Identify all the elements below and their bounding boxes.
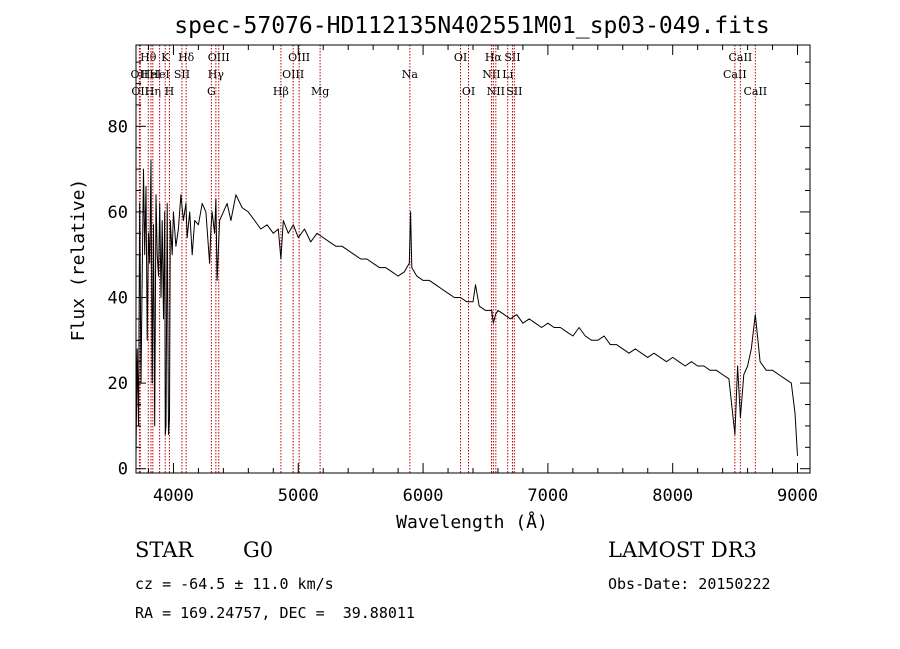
line-marker-label-4: Hη bbox=[145, 85, 161, 98]
line-marker-label-16: Mg bbox=[311, 85, 329, 98]
line-marker-label-2: Hθ bbox=[140, 51, 157, 64]
line-marker-label-25: SII bbox=[506, 85, 522, 98]
x-axis: 4000 5000 6000 7000 8000 9000 bbox=[147, 45, 818, 506]
line-marker-label-12: OIII bbox=[208, 51, 230, 64]
object-subclass: G0 bbox=[243, 538, 274, 562]
x-tick-label-4000: 4000 bbox=[153, 486, 194, 506]
line-marker-label-3: HeI bbox=[141, 68, 161, 81]
survey-name: LAMOST DR3 bbox=[608, 538, 757, 562]
line-marker-label-20: NII bbox=[482, 68, 500, 81]
line-marker-label-10: G bbox=[207, 85, 216, 98]
obs-date: Obs-Date: 20150222 bbox=[608, 575, 771, 593]
line-marker-label-15: OIII bbox=[288, 51, 310, 64]
y-tick-label-80: 80 bbox=[108, 117, 128, 137]
line-marker-label-27: CaII bbox=[729, 51, 753, 64]
y-tick-label-20: 20 bbox=[108, 374, 128, 394]
line-marker-label-11: Hγ bbox=[208, 68, 225, 81]
y-tick-label-0: 0 bbox=[118, 460, 128, 480]
redshift-readout: cz = -64.5 ± 11.0 km/s bbox=[135, 575, 334, 593]
line-marker-label-17: Na bbox=[402, 68, 419, 81]
line-marker-label-9: Hδ bbox=[178, 51, 195, 64]
line-marker-label-7: H bbox=[165, 85, 175, 98]
line-marker-label-26: CaII bbox=[723, 68, 747, 81]
line-marker-label-24: SII bbox=[504, 51, 520, 64]
line-marker-label-22: NII bbox=[487, 85, 505, 98]
coordinates: RA = 169.24757, DEC = 39.88011 bbox=[135, 604, 415, 622]
y-tick-label-40: 40 bbox=[108, 289, 128, 309]
line-markers: OIIOIIHθHeIHηHeIKHSIIHδGHγOIIIHβOIIIOIII… bbox=[131, 45, 767, 473]
line-marker-label-14: OIII bbox=[282, 68, 304, 81]
x-tick-label-9000: 9000 bbox=[777, 486, 818, 506]
line-marker-label-13: Hβ bbox=[273, 85, 289, 98]
x-tick-label-6000: 6000 bbox=[403, 486, 444, 506]
line-marker-label-23: Li bbox=[502, 68, 513, 81]
line-marker-label-28: CaII bbox=[743, 85, 767, 98]
y-axis-label: Flux (relative) bbox=[68, 179, 89, 342]
x-tick-label-8000: 8000 bbox=[652, 486, 693, 506]
line-marker-label-21: Hα bbox=[485, 51, 503, 64]
spectrum-line-0 bbox=[135, 160, 798, 456]
line-marker-label-18: OI bbox=[454, 51, 467, 64]
line-marker-label-6: K bbox=[161, 51, 170, 64]
line-marker-label-5: HeI bbox=[149, 68, 169, 81]
y-axis: 0 20 40 60 80 bbox=[108, 61, 810, 480]
line-marker-label-19: OI bbox=[462, 85, 475, 98]
line-marker-label-8: SII bbox=[174, 68, 190, 81]
x-tick-label-7000: 7000 bbox=[527, 486, 568, 506]
y-tick-label-60: 60 bbox=[108, 203, 128, 223]
x-axis-label: Wavelength (Å) bbox=[396, 511, 548, 533]
series-group bbox=[135, 160, 798, 456]
line-marker-label-0: OII bbox=[131, 68, 149, 81]
plot-frame bbox=[135, 44, 811, 474]
chart-title: spec-57076-HD112135N402551M01_sp03-049.f… bbox=[174, 13, 769, 39]
object-class: STAR bbox=[135, 538, 194, 562]
x-tick-label-5000: 5000 bbox=[278, 486, 319, 506]
